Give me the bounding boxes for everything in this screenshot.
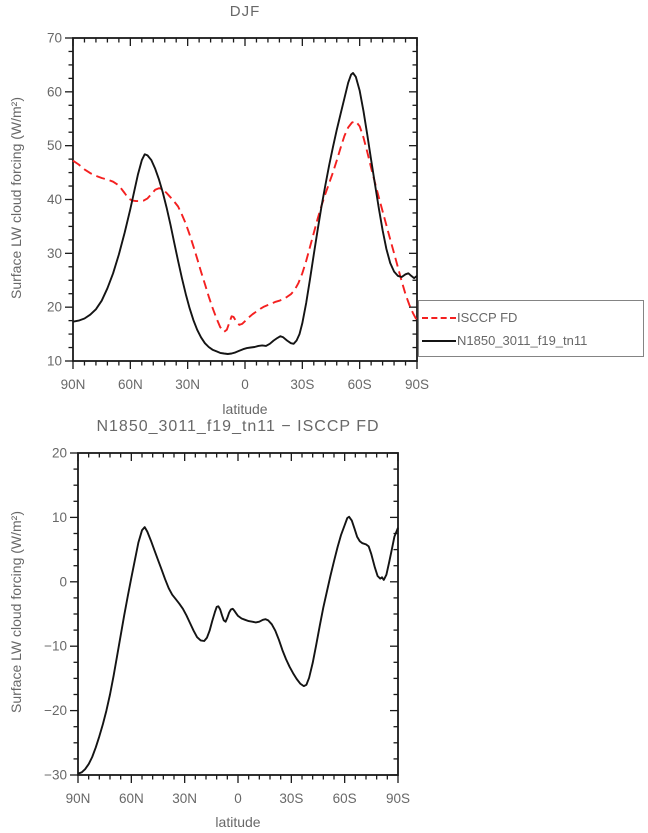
legend-label-isccp-fd: ISCCP FD [457,310,518,325]
top-chart-y-tick-label: 70 [47,31,62,46]
difference-chart-x-tick-label: 60S [333,791,357,806]
difference-chart-x-axis-label: latitude [215,814,261,830]
difference-chart-x-tick-label: 30S [279,791,303,806]
difference-chart-frame [77,452,399,776]
legend-line-sample-isccp-fd [422,317,456,319]
top-chart-x-tick-label: 30S [290,377,314,392]
top-chart-y-tick-label: 40 [47,192,62,207]
difference-chart-y-tick-label: 10 [52,510,67,525]
difference-chart-x-tick-label: 90S [386,791,410,806]
difference-chart-y-tick-label: 20 [52,446,67,461]
legend-box: ISCCP FD N1850_3011_f19_tn11 [418,300,644,357]
line-n1850-3011-f19-tn11 [72,72,418,355]
difference-chart-y-tick-label: −30 [44,768,67,783]
difference-chart-title: N1850_3011_f19_tn11 − ISCCP FD [96,418,380,435]
top-chart-x-tick-label: 90S [405,377,429,392]
difference-chart-y-tick-label: −20 [44,703,67,718]
top-chart-x-tick-label: 0 [241,377,249,392]
top-chart-y-tick-label: 60 [47,84,62,99]
legend-label-model: N1850_3011_f19_tn11 [457,333,588,348]
top-chart-title: DJF [229,3,261,20]
legend-line-sample-model [422,340,456,342]
top-chart-x-tick-label: 90N [61,377,86,392]
difference-chart-x-tick-label: 60N [119,791,144,806]
top-chart-x-tick-label: 30N [175,377,200,392]
line-n1850-3011-f19-tn11-isccp-fd [77,515,399,775]
top-chart-y-tick-label: 30 [47,246,62,261]
top-chart-y-tick-label: 50 [47,138,62,153]
difference-chart-y-axis-label: Surface LW cloud forcing (W/m²) [8,511,24,714]
difference-chart-y-tick-label: −10 [44,639,67,654]
difference-chart-y-tick-label: 0 [59,574,67,589]
line-isccp-fd [72,120,418,333]
top-chart-y-axis-label: Surface LW cloud forcing (W/m²) [8,97,24,300]
difference-chart-x-tick-label: 0 [234,791,242,806]
difference-chart-x-tick-label: 30N [172,791,197,806]
top-chart-frame [72,37,418,362]
top-chart-x-axis-label: latitude [222,401,268,417]
top-chart-x-tick-label: 60S [348,377,372,392]
difference-chart-x-tick-label: 90N [66,791,91,806]
top-chart-x-tick-label: 60N [118,377,143,392]
top-chart-y-tick-label: 10 [47,354,62,369]
top-chart-y-tick-label: 20 [47,300,62,315]
